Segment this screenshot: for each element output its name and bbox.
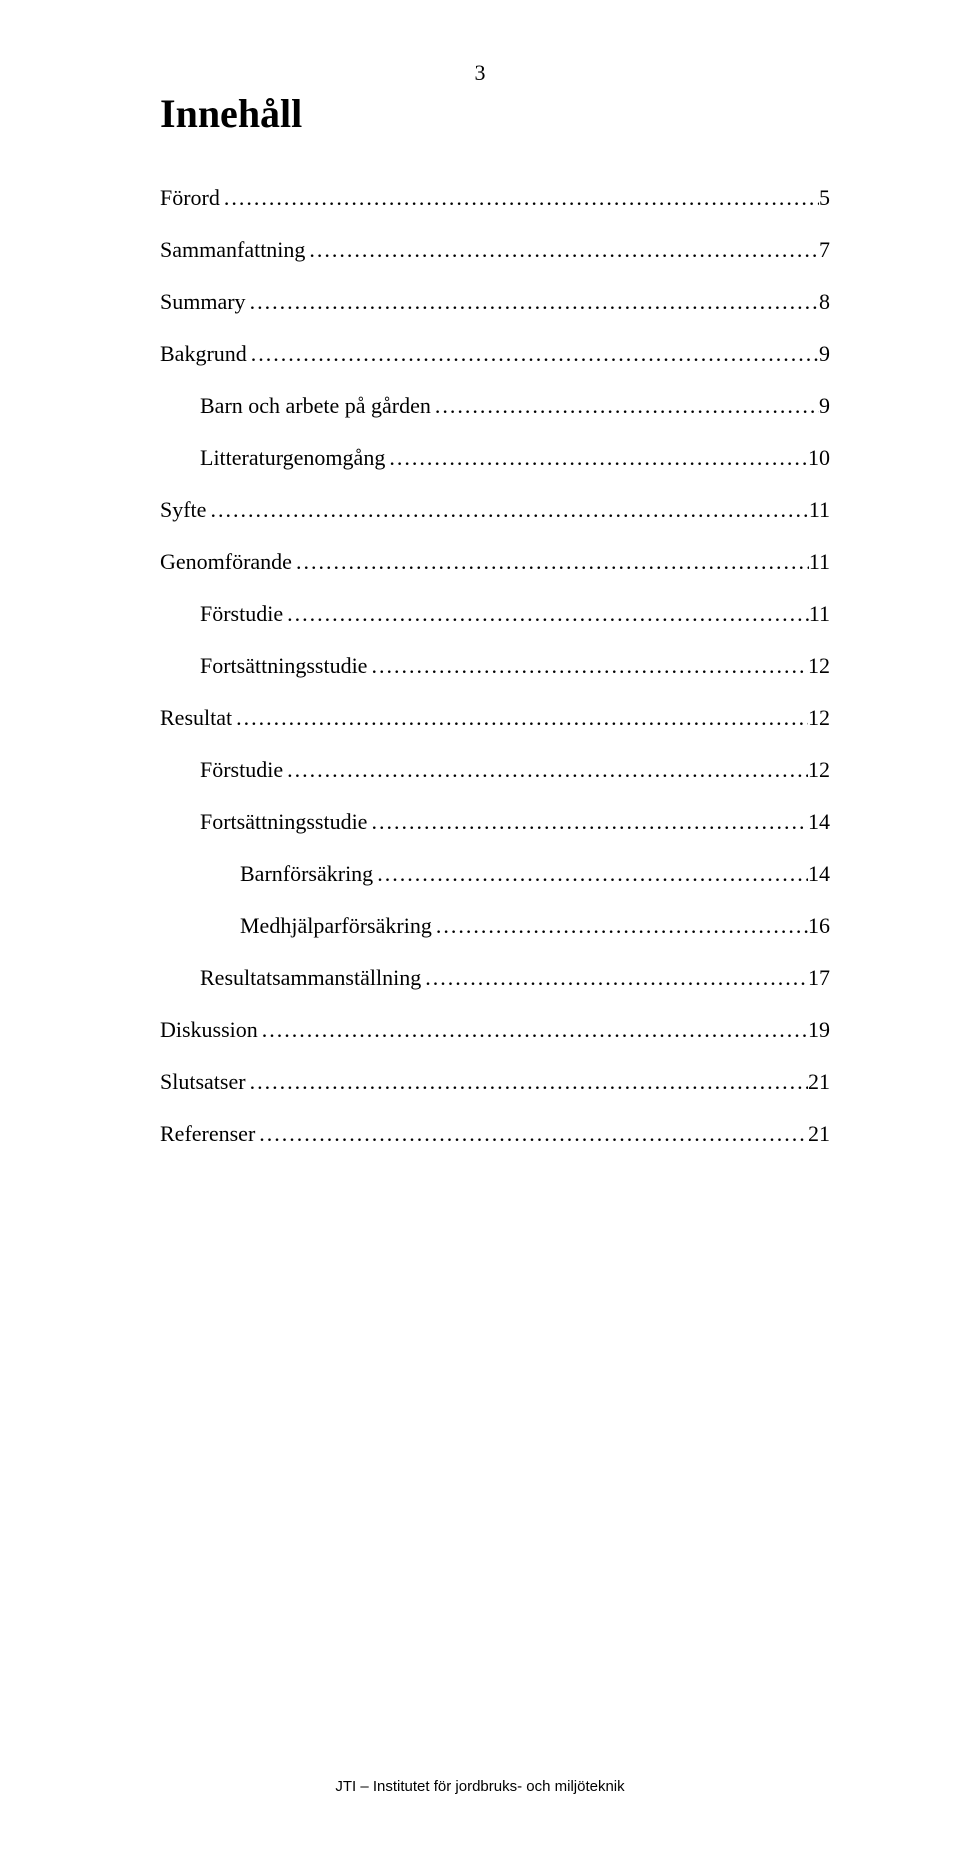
toc-entry-label: Referenser xyxy=(160,1121,255,1147)
toc-entry-page: 16 xyxy=(808,913,830,939)
toc-entry-page: 12 xyxy=(808,705,830,731)
toc-leader-dots: ........................................… xyxy=(247,341,819,367)
toc-entry-page: 5 xyxy=(819,185,830,211)
toc-entry-page: 17 xyxy=(808,965,830,991)
toc-entry-page: 9 xyxy=(819,393,830,419)
toc-entry-label: Resultatsammanställning xyxy=(200,965,421,991)
toc-entry-page: 14 xyxy=(808,861,830,887)
toc-leader-dots: ........................................… xyxy=(246,1069,808,1095)
toc-entry-label: Medhjälparförsäkring xyxy=(240,913,432,939)
toc-entry-page: 21 xyxy=(808,1069,830,1095)
page-number: 3 xyxy=(475,60,486,86)
toc-leader-dots: ........................................… xyxy=(385,445,808,471)
toc-leader-dots: ........................................… xyxy=(432,913,808,939)
toc-row: Diskussion..............................… xyxy=(160,1017,830,1043)
toc-entry-page: 10 xyxy=(808,445,830,471)
toc-entry-label: Förord xyxy=(160,185,220,211)
toc-entry-page: 12 xyxy=(808,757,830,783)
toc-entry-label: Barnförsäkring xyxy=(240,861,373,887)
toc-entry-label: Diskussion xyxy=(160,1017,258,1043)
toc-entry-page: 21 xyxy=(808,1121,830,1147)
toc-entry-label: Förstudie xyxy=(200,757,283,783)
toc-entry-label: Barn och arbete på gården xyxy=(200,393,431,419)
toc-row: Fortsättningsstudie.....................… xyxy=(160,809,830,835)
toc-row: Litteraturgenomgång.....................… xyxy=(160,445,830,471)
toc-entry-label: Genomförande xyxy=(160,549,292,575)
toc-entry-label: Slutsatser xyxy=(160,1069,246,1095)
toc-leader-dots: ........................................… xyxy=(373,861,808,887)
toc-leader-dots: ........................................… xyxy=(246,289,819,315)
toc-row: Syfte...................................… xyxy=(160,497,830,523)
toc-entry-page: 14 xyxy=(808,809,830,835)
toc-row: Fortsättningsstudie.....................… xyxy=(160,653,830,679)
toc-leader-dots: ........................................… xyxy=(421,965,808,991)
toc-leader-dots: ........................................… xyxy=(431,393,819,419)
toc-entry-page: 19 xyxy=(808,1017,830,1043)
toc-row: Slutsatser..............................… xyxy=(160,1069,830,1095)
toc-leader-dots: ........................................… xyxy=(232,705,808,731)
toc-row: Barn och arbete på gården...............… xyxy=(160,393,830,419)
toc-entry-label: Förstudie xyxy=(200,601,283,627)
toc-entry-page: 9 xyxy=(819,341,830,367)
toc-entry-page: 11 xyxy=(809,601,830,627)
toc-entry-page: 11 xyxy=(809,549,830,575)
toc-row: Bakgrund................................… xyxy=(160,341,830,367)
toc-entry-label: Litteraturgenomgång xyxy=(200,445,385,471)
toc-leader-dots: ........................................… xyxy=(305,237,819,263)
toc-title: Innehåll xyxy=(160,90,830,137)
toc-leader-dots: ........................................… xyxy=(292,549,809,575)
toc-row: Medhjälparförsäkring....................… xyxy=(160,913,830,939)
toc-leader-dots: ........................................… xyxy=(255,1121,808,1147)
toc-leader-dots: ........................................… xyxy=(367,653,808,679)
toc-row: Resultat................................… xyxy=(160,705,830,731)
toc-list: Förord..................................… xyxy=(160,185,830,1147)
toc-leader-dots: ........................................… xyxy=(220,185,819,211)
toc-row: Barnförsäkring..........................… xyxy=(160,861,830,887)
toc-leader-dots: ........................................… xyxy=(258,1017,808,1043)
toc-row: Resultatsammanställning.................… xyxy=(160,965,830,991)
toc-row: Förstudie...............................… xyxy=(160,757,830,783)
toc-row: Referenser..............................… xyxy=(160,1121,830,1147)
toc-leader-dots: ........................................… xyxy=(283,757,808,783)
toc-entry-label: Syfte xyxy=(160,497,206,523)
toc-row: Förstudie...............................… xyxy=(160,601,830,627)
toc-row: Förord..................................… xyxy=(160,185,830,211)
footer-text: JTI – Institutet för jordbruks- och milj… xyxy=(335,1778,624,1795)
toc-entry-label: Bakgrund xyxy=(160,341,247,367)
toc-row: Sammanfattning..........................… xyxy=(160,237,830,263)
toc-row: Summary.................................… xyxy=(160,289,830,315)
toc-row: Genomförande............................… xyxy=(160,549,830,575)
toc-leader-dots: ........................................… xyxy=(367,809,808,835)
toc-entry-page: 11 xyxy=(809,497,830,523)
toc-entry-label: Sammanfattning xyxy=(160,237,305,263)
page: 3 Innehåll Förord.......................… xyxy=(0,0,960,1865)
toc-leader-dots: ........................................… xyxy=(283,601,809,627)
toc-entry-page: 8 xyxy=(819,289,830,315)
toc-entry-label: Resultat xyxy=(160,705,232,731)
toc-entry-page: 12 xyxy=(808,653,830,679)
toc-leader-dots: ........................................… xyxy=(206,497,808,523)
toc-entry-label: Fortsättningsstudie xyxy=(200,809,367,835)
toc-entry-label: Fortsättningsstudie xyxy=(200,653,367,679)
toc-entry-page: 7 xyxy=(819,237,830,263)
toc-entry-label: Summary xyxy=(160,289,246,315)
